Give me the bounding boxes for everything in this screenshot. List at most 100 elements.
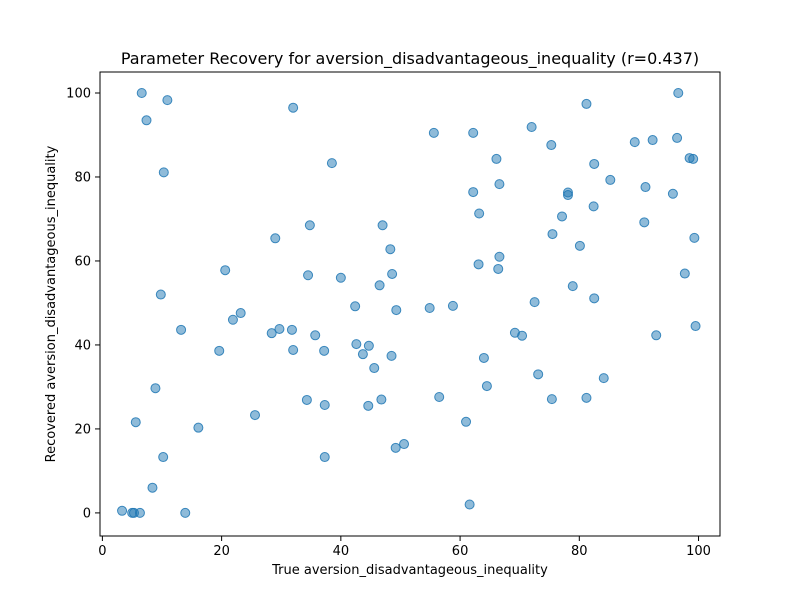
data-point [494,251,505,262]
data-point [357,349,368,360]
data-point [526,122,537,133]
chart-title: Parameter Recovery for aversion_disadvan… [121,49,699,69]
y-tick-label: 80 [74,170,91,185]
points-layer [117,88,701,518]
x-tick-label: 0 [98,544,106,559]
data-point [562,190,573,201]
data-point [629,137,640,148]
y-tick-label: 0 [83,506,91,521]
data-point [494,179,505,190]
data-point [351,339,362,350]
data-point [474,208,485,219]
data-point [274,323,285,334]
data-point [651,330,662,341]
data-point [310,330,321,341]
data-point [335,272,346,283]
data-point [326,158,337,169]
data-point [391,305,402,316]
data-point [288,102,299,113]
data-point [250,410,260,421]
data-point [141,115,152,126]
data-point [288,344,299,355]
data-point [155,289,166,300]
y-tick-label: 100 [66,86,91,101]
data-point [581,98,592,109]
data-point [390,442,401,453]
data-point [176,324,187,335]
data-point [193,422,204,433]
ticks-layer: 0 20 40 60 80 100 0 20 40 60 80 100 [66,86,711,559]
data-point [304,220,315,231]
data-point [180,507,191,518]
data-point [588,201,599,212]
data-point [303,270,314,281]
data-point [598,373,609,384]
data-point [547,229,558,240]
data-point [363,340,374,351]
data-point [529,297,540,308]
data-point [688,153,699,164]
data-point [557,211,568,222]
data-point [434,392,445,403]
data-point [478,352,489,363]
data-point [672,132,683,143]
data-point [667,188,678,199]
data-point [690,321,701,332]
data-point [376,394,387,405]
data-point [220,265,231,276]
data-point [227,314,238,325]
y-tick-label: 40 [74,338,91,353]
data-point [468,187,479,198]
data-point [679,268,690,279]
data-point [567,281,578,292]
data-point [374,280,385,291]
data-point [517,330,528,341]
data-point [134,507,145,518]
data-point [158,452,169,463]
data-point [491,153,502,164]
data-point [387,268,398,279]
data-point [639,217,650,228]
data-point [266,328,277,339]
data-point [399,439,410,450]
data-point [640,182,651,193]
data-point [589,158,600,169]
x-tick-label: 20 [213,544,230,559]
data-point [546,140,557,151]
data-point [136,88,147,98]
data-point [468,127,479,138]
data-point [589,293,600,304]
data-point [214,345,225,356]
data-point [689,232,700,243]
data-point [546,394,557,405]
y-tick-label: 20 [74,422,91,437]
data-point [319,345,330,356]
x-tick-label: 60 [452,544,469,559]
y-axis-label: Recovered aversion_disadvantageous_inequ… [44,145,59,462]
data-point [424,302,435,313]
data-point [385,244,396,255]
data-point [533,369,544,380]
data-point [493,263,504,274]
data-point [464,499,475,510]
x-tick-label: 40 [333,544,350,559]
data-point [235,308,246,319]
data-point [301,394,312,405]
data-point [350,301,361,312]
data-point [574,240,585,251]
data-point [461,416,472,427]
data-point [130,417,141,428]
data-point [605,174,616,185]
y-tick-label: 60 [74,254,91,269]
data-point [581,392,592,403]
x-axis-label: True aversion_disadvantageous_inequality [271,563,548,578]
data-point [647,135,658,146]
data-point [673,88,684,98]
data-point [369,363,380,374]
data-point [150,383,161,394]
data-point [363,400,374,411]
data-point [386,350,397,361]
data-point [377,220,388,231]
